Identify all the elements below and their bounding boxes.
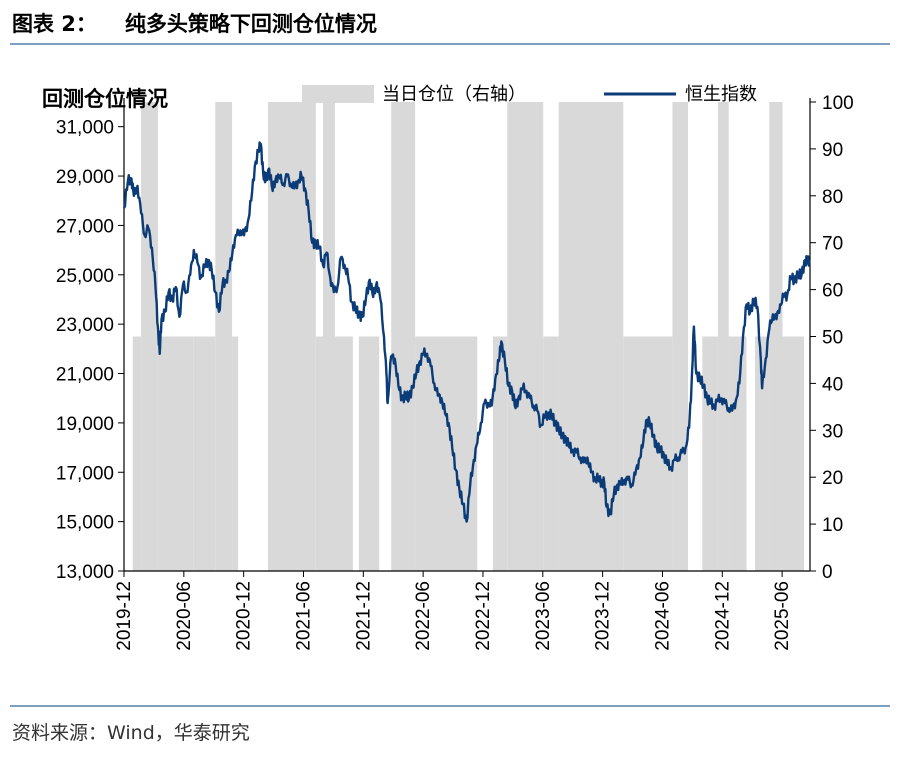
legend-label-position: 当日仓位（右轴）	[382, 84, 526, 105]
position-band-15	[543, 336, 559, 571]
figure-title: 图表 2： 纯多头策略下回测仓位情况	[12, 8, 377, 38]
position-band-11	[391, 102, 416, 571]
y-left-tick-label: 17,000	[56, 463, 114, 484]
y-left-tick-label: 19,000	[56, 414, 114, 435]
position-band-20	[717, 102, 729, 571]
legend: 当日仓位（右轴） 恒生指数	[302, 84, 757, 105]
x-tick-label: 2022-12	[473, 581, 494, 651]
position-band-18	[672, 102, 688, 571]
chart-title: 回测仓位情况	[42, 87, 168, 111]
x-tick-label: 2020-12	[234, 581, 255, 651]
x-tick-label: 2021-12	[353, 581, 374, 651]
y-right-tick-label: 70	[822, 234, 843, 255]
position-band-14	[507, 102, 544, 571]
source-note: 资料来源：Wind，华泰研究	[12, 722, 250, 744]
x-tick-label: 2024-06	[652, 581, 673, 651]
hsi-series-line	[122, 141, 811, 523]
x-tick-label: 2020-06	[174, 581, 195, 651]
y-right-tick-label: 50	[822, 328, 843, 349]
position-band-23	[769, 102, 783, 571]
position-band-17	[623, 336, 673, 571]
position-bands	[132, 102, 804, 571]
position-band-0	[132, 336, 142, 571]
position-band-7	[315, 336, 323, 571]
x-tick-label: 2025-06	[772, 581, 793, 651]
x-tick-label: 2024-12	[712, 581, 733, 651]
y-left-tick-label: 15,000	[56, 513, 114, 534]
position-band-21	[728, 336, 747, 571]
position-band-12	[415, 336, 478, 571]
position-band-3	[193, 336, 216, 571]
y-right-tick-label: 90	[822, 140, 843, 161]
position-band-13	[492, 336, 508, 571]
y-right-tick-label: 100	[822, 93, 854, 114]
y-right-tick-label: 0	[822, 562, 833, 583]
title-divider	[10, 43, 890, 45]
position-band-24	[782, 336, 804, 571]
x-tick-label: 2023-12	[593, 581, 614, 651]
source-divider	[10, 705, 890, 707]
y-right-tick-label: 40	[822, 374, 843, 395]
y-left-tick-label: 27,000	[56, 216, 114, 237]
x-tick-label: 2022-06	[413, 581, 434, 651]
x-tick-label: 2023-06	[533, 581, 554, 651]
x-tick-label: 2021-06	[293, 581, 314, 651]
y-right-tick-label: 80	[822, 187, 843, 208]
position-band-9	[335, 336, 353, 571]
y-left-tick-label: 31,000	[56, 118, 114, 139]
y-right-tick-label: 10	[822, 515, 843, 536]
hsi-line-layer	[122, 141, 811, 523]
position-band-5	[232, 336, 239, 571]
position-band-16	[558, 102, 624, 571]
position-band-19	[702, 336, 718, 571]
position-band-8	[323, 102, 335, 571]
legend-swatch-position	[302, 85, 374, 103]
y-right-tick-label: 20	[822, 468, 843, 489]
position-band-10	[358, 336, 380, 571]
position-band-6	[267, 102, 316, 571]
y-left-tick-label: 25,000	[56, 266, 114, 287]
axes: 13,000 15,000 17,000 19,000 21,000 23,000 25,0…	[56, 93, 854, 651]
y-left-tick-label: 29,000	[56, 167, 114, 188]
chart: 13,000 15,000 17,000 19,000 21,000 23,000 25,0…	[42, 84, 854, 651]
y-left-tick-label: 23,000	[56, 315, 114, 336]
y-right-tick-label: 30	[822, 421, 843, 442]
position-band-1	[141, 102, 158, 571]
legend-label-hsi: 恒生指数	[685, 84, 757, 105]
figure-label: 图表 2：	[12, 12, 97, 36]
figure-title-text: 纯多头策略下回测仓位情况	[124, 12, 377, 36]
position-band-2	[157, 336, 194, 571]
y-left-tick-label: 21,000	[56, 365, 114, 386]
x-tick-label: 2019-12	[114, 581, 135, 651]
position-band-4	[215, 102, 233, 571]
y-left-tick-label: 13,000	[56, 562, 114, 583]
y-right-tick-label: 60	[822, 281, 843, 302]
position-band-22	[755, 336, 770, 571]
